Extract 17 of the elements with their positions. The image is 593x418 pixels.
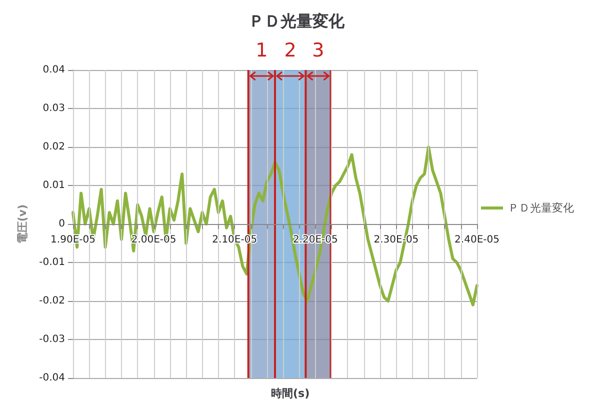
- band-label: 1: [256, 40, 268, 62]
- y-tick-label: -0.01: [39, 257, 65, 268]
- y-tick-label: 0.03: [42, 103, 65, 114]
- y-tick-label: -0.04: [39, 372, 65, 384]
- y-tick-label: 0.01: [42, 180, 65, 191]
- y-tick-label: -0.03: [39, 334, 65, 345]
- y-tick-label: 0.02: [42, 142, 65, 152]
- y-tick-label: -0.02: [39, 296, 65, 306]
- band-label: 2: [284, 40, 296, 62]
- y-tick-label: 0: [58, 218, 65, 230]
- y-axis-title: 電圧(v): [16, 204, 30, 244]
- legend-label: ＰＤ光量変化: [508, 202, 574, 214]
- y-tick-label: 0.04: [42, 64, 65, 76]
- band-label: 3: [312, 40, 324, 62]
- x-tick-label: 2.40E-05: [454, 234, 500, 246]
- chart-title: ＰＤ光量変化: [248, 12, 346, 30]
- x-axis-title: 時間(s): [271, 387, 310, 400]
